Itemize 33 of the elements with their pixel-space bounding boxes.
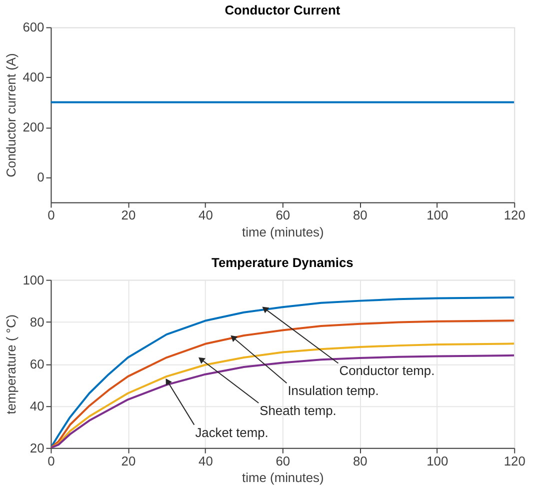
y-tick-label: 60 xyxy=(30,356,44,372)
x-tick-label: 40 xyxy=(198,453,213,468)
x-tick-label: 100 xyxy=(426,453,448,468)
y-tick-label: 80 xyxy=(30,314,44,330)
y-tick-label: 40 xyxy=(30,398,44,414)
x-tick-label: 80 xyxy=(352,208,368,223)
x-tick-label: 60 xyxy=(276,453,290,468)
x-tick-label: 60 xyxy=(276,208,290,223)
x-tick-label: 80 xyxy=(352,453,368,468)
y-tick-label: 200 xyxy=(22,120,44,135)
annotation: Insulation temp. xyxy=(288,383,379,398)
annotation: Conductor temp. xyxy=(339,363,435,378)
y-tick-label: 600 xyxy=(22,20,44,35)
x-axis-title: time (minutes) xyxy=(242,470,324,486)
y-tick-label: 400 xyxy=(22,70,44,85)
y-tick-label: 100 xyxy=(22,272,44,288)
y-tick-label: 20 xyxy=(30,440,44,456)
x-tick-label: 40 xyxy=(198,208,213,223)
x-tick-label: 120 xyxy=(504,208,526,223)
y-axis-title: temperature ( °C) xyxy=(4,314,19,414)
y-axis-title: Conductor current (A) xyxy=(4,53,19,178)
x-tick-label: 100 xyxy=(426,208,448,223)
x-axis-title: time (minutes) xyxy=(242,224,324,240)
x-tick-label: 120 xyxy=(504,453,526,468)
annotation: Sheath temp. xyxy=(260,402,336,418)
chart-title: Conductor Current xyxy=(224,2,341,18)
x-tick-label: 20 xyxy=(121,453,136,468)
chart-title: Temperature Dynamics xyxy=(212,254,354,270)
x-tick-label: 0 xyxy=(48,453,55,468)
x-tick-label: 20 xyxy=(121,208,136,223)
y-tick-label: 0 xyxy=(37,170,44,185)
annotation: Jacket temp. xyxy=(195,424,268,440)
x-tick-label: 0 xyxy=(48,208,55,223)
